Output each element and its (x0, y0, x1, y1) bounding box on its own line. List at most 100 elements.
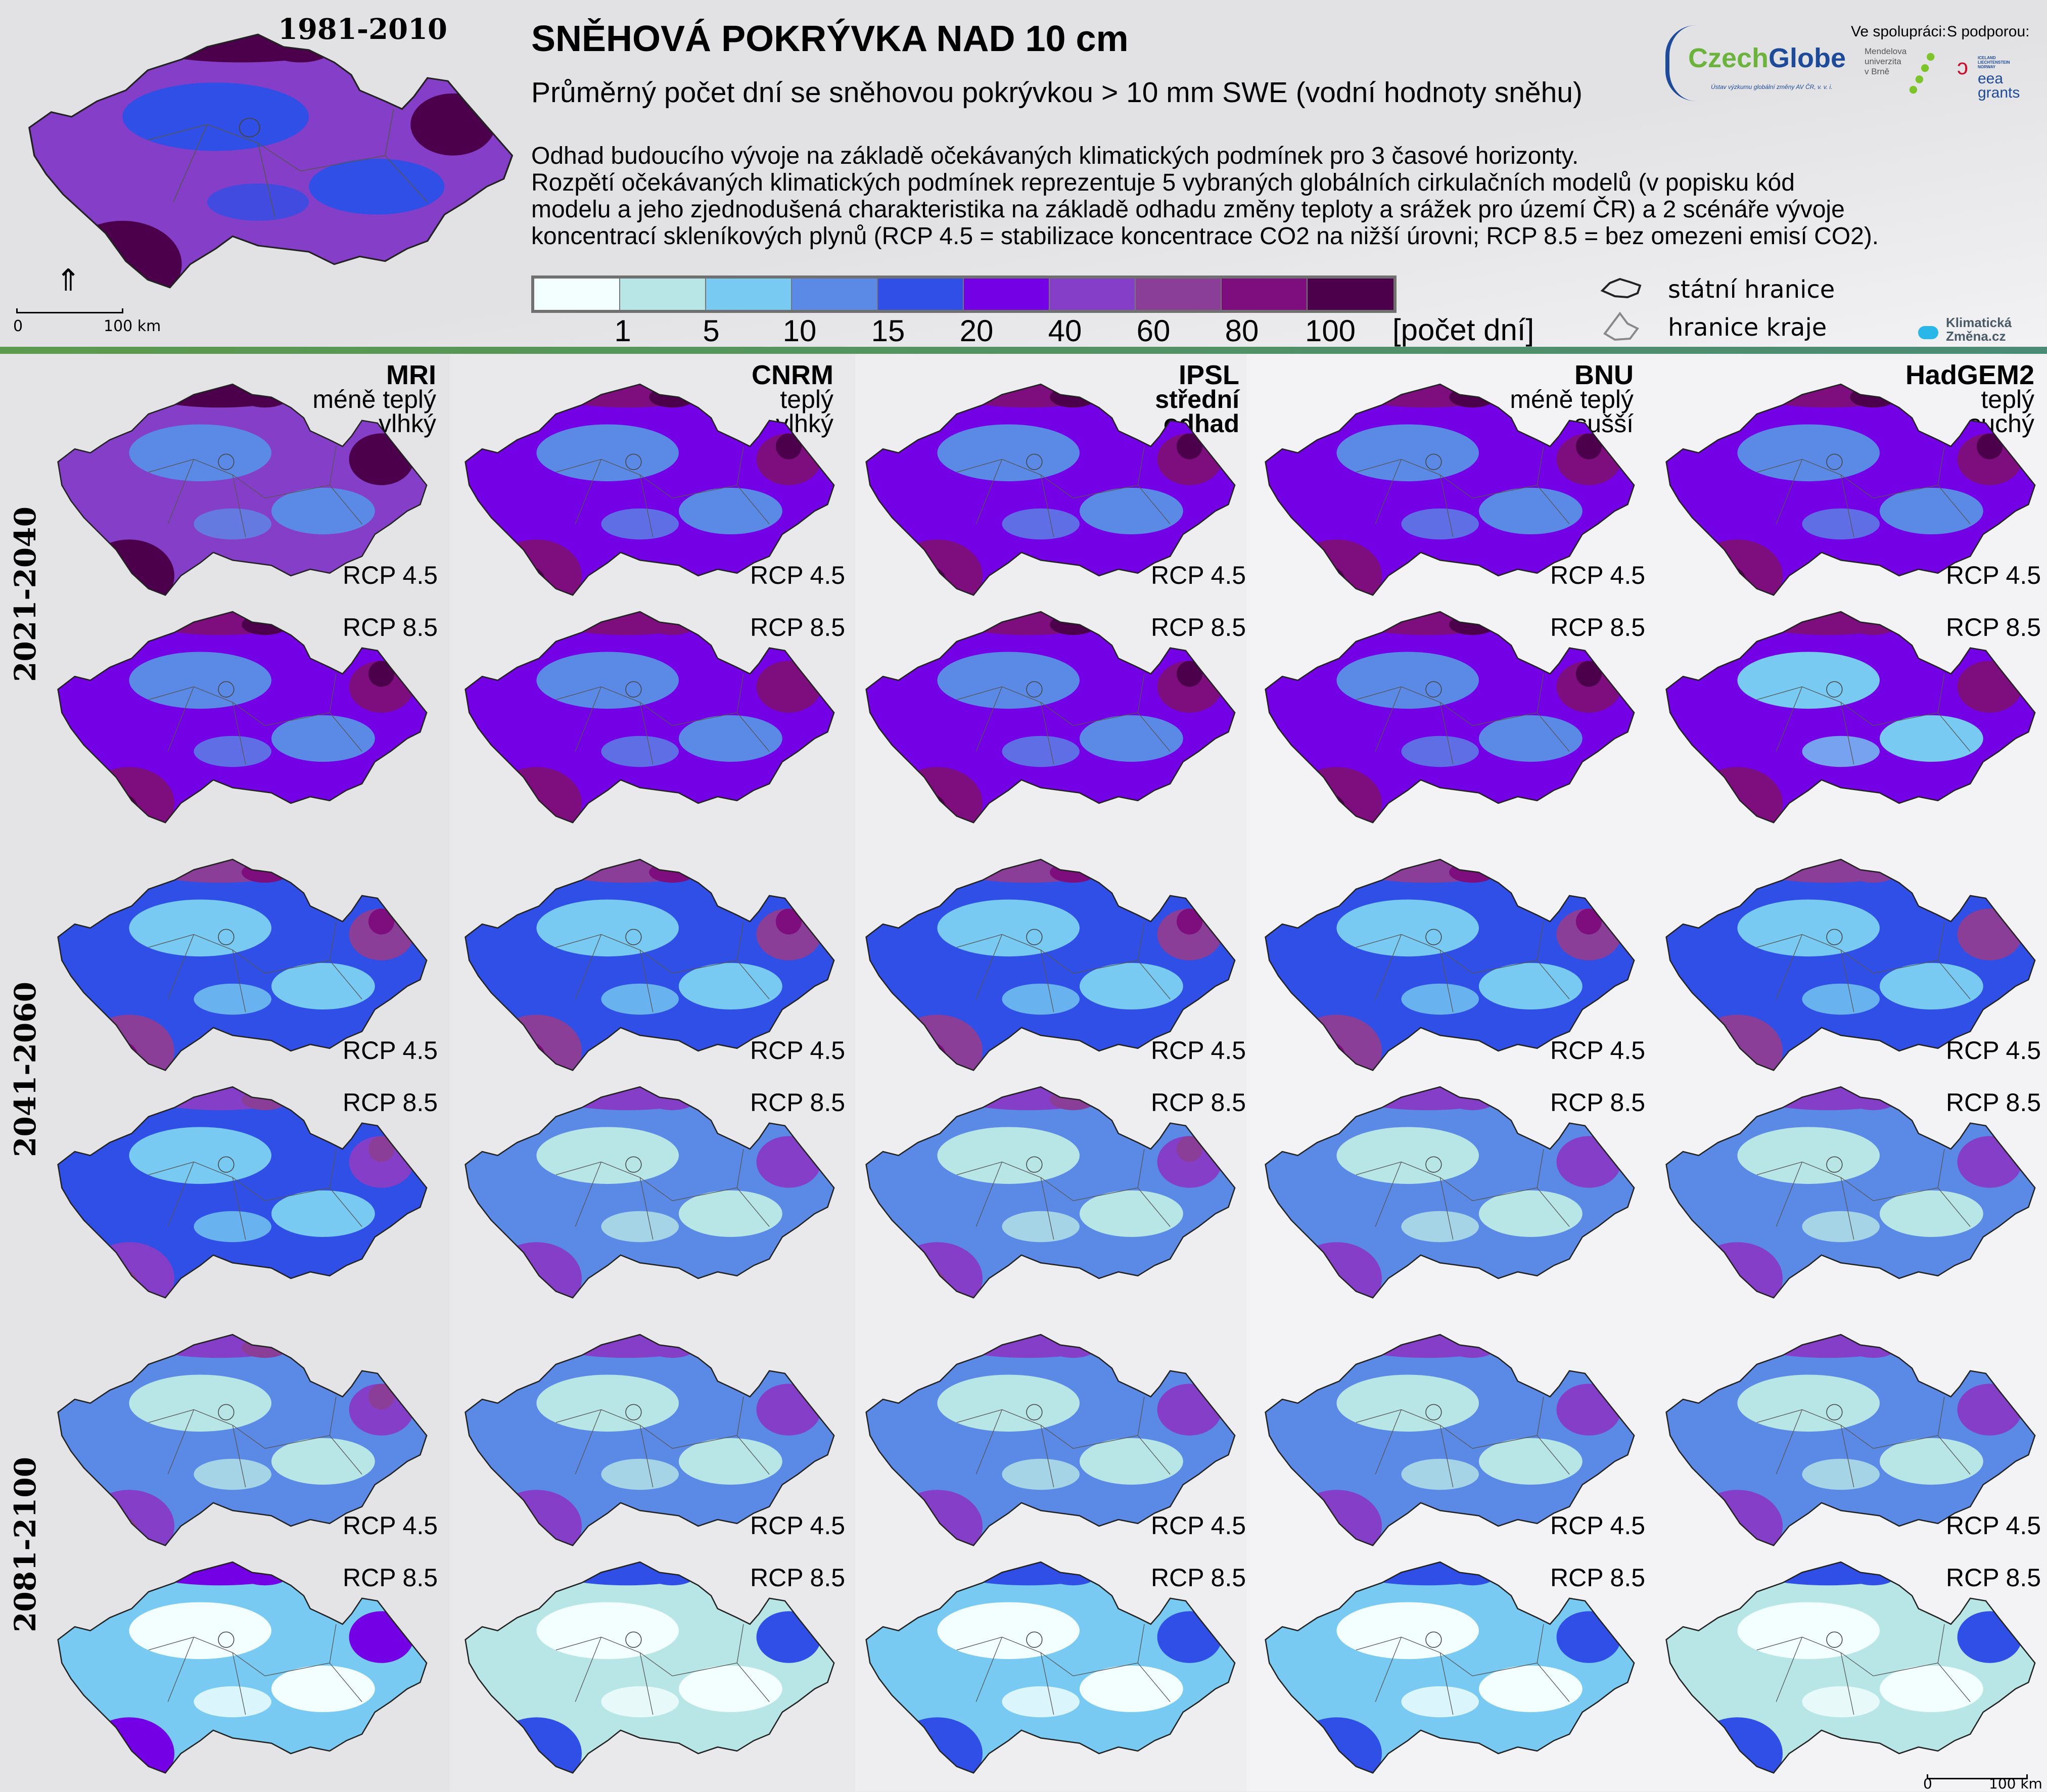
eea-mark-icon: ↄ (1957, 55, 1968, 79)
model-description: méně teplý (312, 385, 436, 413)
scenario-label: RCP 8.5 (1550, 613, 1646, 641)
scenario-map (858, 382, 1237, 601)
description-line: koncentrací skleníkových plynů (RCP 4.5 … (531, 223, 1879, 250)
model-column (855, 354, 1247, 1791)
scenario-label: RCP 4.5 (343, 1511, 438, 1540)
description-line: Rozpětí očekávaných klimatických podmíne… (531, 169, 1795, 196)
scenario-map (1658, 857, 2037, 1076)
legend-swatch (964, 279, 1050, 310)
logo-text: Mendelova (1865, 47, 1907, 56)
scenario-map (457, 1332, 836, 1551)
model-column (0, 354, 450, 1791)
legend-swatch (1308, 279, 1393, 310)
legend-swatch (620, 279, 706, 310)
scenario-map (50, 1332, 429, 1551)
bottom-scale-end: 100 km (1989, 1775, 2042, 1792)
scenario-label: RCP 4.5 (750, 1511, 846, 1540)
legend-unit: [počet dní] (1392, 313, 1534, 347)
scenario-map (50, 857, 429, 1076)
scenario-label: RCP 4.5 (1151, 561, 1246, 589)
scenario-map (1257, 1559, 1636, 1779)
cloud-icon (1918, 326, 1938, 339)
scenario-map (1658, 1084, 2037, 1304)
legend-swatch (792, 279, 878, 310)
scenario-map (858, 857, 1237, 1076)
baseline-period: 1981-2010 (278, 13, 447, 46)
north-arrow-icon: ⇑ (56, 263, 81, 298)
scenario-map (50, 1084, 429, 1304)
legend-swatch (1136, 279, 1222, 310)
scenario-label: RCP 8.5 (750, 1088, 846, 1117)
scenario-label: RCP 8.5 (1946, 1088, 2041, 1117)
scenario-map (1658, 1332, 2037, 1551)
period-label: 2041-2060 (8, 982, 42, 1157)
scenario-map (1658, 609, 2037, 829)
scenario-label: RCP 4.5 (1151, 1511, 1246, 1540)
model-description: vlhký (379, 409, 436, 438)
model-name: MRI (386, 360, 436, 390)
baseline-map (18, 31, 515, 295)
scenario-label: RCP 8.5 (343, 1564, 438, 1592)
scale-start: 0 (13, 317, 23, 335)
legend-swatch (706, 279, 792, 310)
scenario-label: RCP 8.5 (1550, 1564, 1646, 1592)
description-line: modelu a jeho zjednodušená charakteristi… (531, 196, 1845, 223)
scenario-label: RCP 8.5 (1151, 613, 1246, 641)
model-column (450, 354, 855, 1791)
scenario-label: RCP 8.5 (343, 1088, 438, 1117)
legend-label: 5 (703, 314, 720, 348)
logo-text: Czech (1688, 43, 1769, 73)
scenario-label: RCP 8.5 (343, 613, 438, 641)
scenario-label: RCP 4.5 (1946, 1511, 2041, 1540)
logo-text: NORWAY (1978, 65, 1996, 69)
legend-label: 40 (1048, 314, 1082, 348)
scenario-map (1658, 1559, 2037, 1779)
scenario-map (1257, 1332, 1636, 1551)
model-name: BNU (1574, 360, 1634, 390)
state-border-label: státní hranice (1668, 275, 1835, 304)
color-legend (531, 275, 1397, 313)
scenario-label: RCP 4.5 (1946, 561, 2041, 589)
description-line: Odhad budoucího vývoje na základě očekáv… (531, 143, 1579, 169)
mendel-logo: Mendelova univerzita v Brně (1865, 47, 1906, 77)
logo-text: eea (1978, 70, 2004, 87)
bottom-scale-start: 0 (1923, 1775, 1932, 1792)
model-column (1652, 354, 2047, 1791)
scenario-label: RCP 8.5 (750, 1564, 846, 1592)
legend-swatch (1050, 279, 1136, 310)
legend-swatch (878, 279, 964, 310)
period-label: 2021-2040 (8, 507, 42, 682)
scenario-map (457, 382, 836, 601)
model-column (1247, 354, 1652, 1791)
scenario-label: RCP 4.5 (750, 1036, 846, 1065)
model-name: HadGEM2 (1905, 360, 2034, 390)
model-description: teplý (780, 385, 833, 413)
logo-text: ICELAND (1978, 56, 1996, 60)
czechglobe-logo: CzechGlobe (1688, 42, 1846, 74)
scenario-map (50, 382, 429, 601)
scale-bar (16, 308, 123, 313)
scenario-label: RCP 8.5 (1946, 1564, 2041, 1592)
model-description: střední (1155, 385, 1239, 413)
mendel-dots-icon (1909, 53, 1935, 94)
region-border-label: hranice kraje (1668, 313, 1827, 342)
cooperation-label: Ve spolupráci: (1851, 23, 1946, 40)
scenario-label: RCP 8.5 (750, 613, 846, 641)
scenario-label: RCP 4.5 (1550, 1036, 1646, 1065)
scenario-label: RCP 4.5 (1550, 1511, 1646, 1540)
model-description: méně teplý (1510, 385, 1634, 413)
legend-label: 15 (871, 314, 905, 348)
legend-label: 1 (614, 314, 631, 348)
logo-text: Změna.cz (1946, 329, 2006, 344)
scenario-label: RCP 8.5 (1151, 1088, 1246, 1117)
model-header: BNU méně teplý sušší (1257, 360, 1634, 436)
scenario-label: RCP 4.5 (1550, 561, 1646, 589)
scenario-label: RCP 4.5 (1151, 1036, 1246, 1065)
scenario-map (858, 1332, 1237, 1551)
scale-end: 100 km (104, 317, 161, 335)
header-divider (0, 347, 2047, 354)
czechglobe-arc-icon (1665, 25, 1726, 101)
logo-text: Klimatická (1946, 315, 2012, 330)
legend-label: 100 (1305, 314, 1356, 348)
model-header: HadGEM2 teplý suchý (1658, 360, 2034, 436)
